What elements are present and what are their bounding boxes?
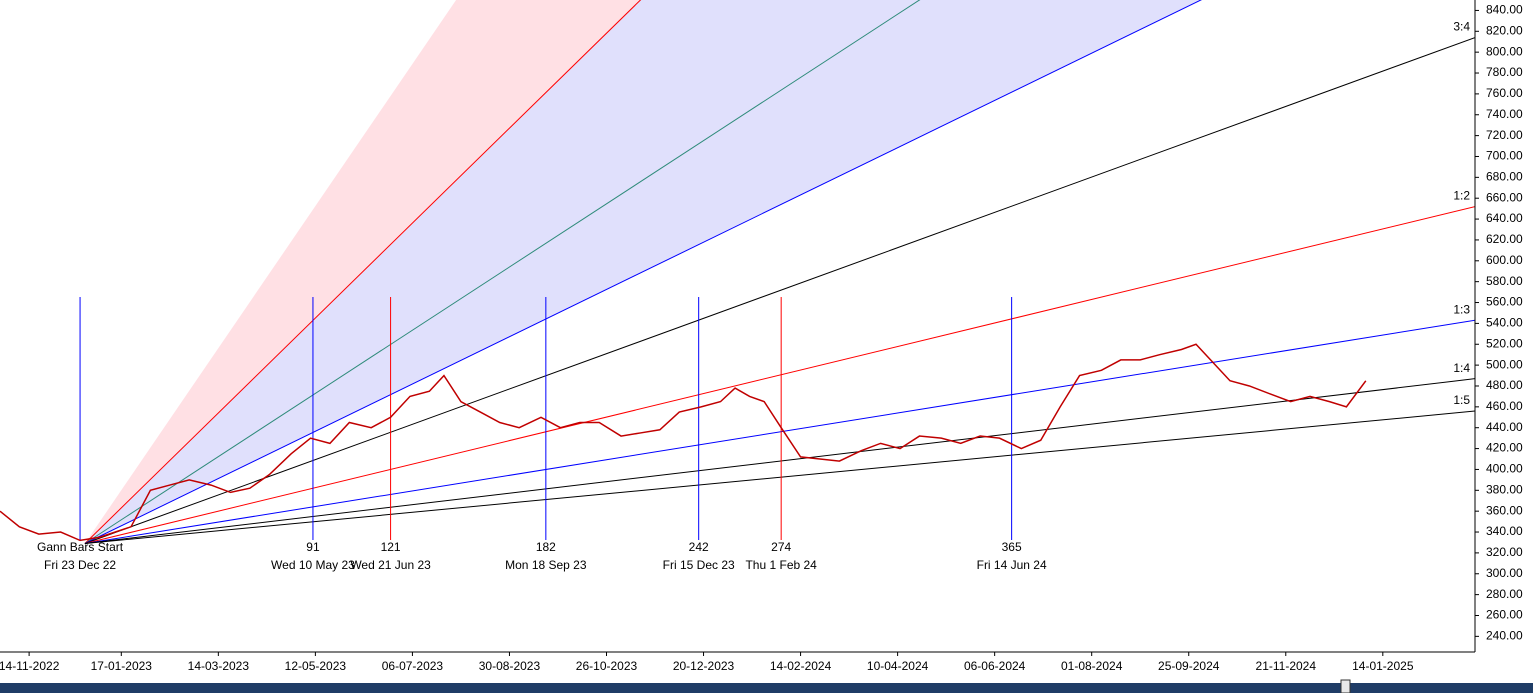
- x-tick-label: 25-09-2024: [1158, 659, 1220, 673]
- fan-label: 3:4: [1453, 20, 1470, 34]
- y-tick-label: 740.00: [1486, 107, 1523, 121]
- marker-label: 182: [536, 540, 556, 554]
- x-tick-label: 14-03-2023: [188, 659, 250, 673]
- y-tick-label: 640.00: [1486, 211, 1523, 225]
- marker-label: 365: [1002, 540, 1022, 554]
- y-tick-label: 280.00: [1486, 587, 1523, 601]
- y-tick-label: 840.00: [1486, 3, 1523, 17]
- fan-line: [84, 410, 1475, 545]
- x-tick-label: 30-08-2023: [479, 659, 541, 673]
- marker-label: 91: [306, 540, 320, 554]
- x-tick-label: 12-05-2023: [285, 659, 347, 673]
- fan-label: 1:3: [1453, 302, 1470, 316]
- fan-line: [84, 206, 1475, 544]
- y-tick-label: 820.00: [1486, 23, 1523, 37]
- marker-date: Thu 1 Feb 24: [745, 558, 817, 572]
- marker-label: 121: [381, 540, 401, 554]
- scroll-handle[interactable]: [1340, 679, 1351, 693]
- y-tick-label: 760.00: [1486, 86, 1523, 100]
- y-tick-label: 680.00: [1486, 170, 1523, 184]
- price-line: [0, 343, 1367, 542]
- y-tick-label: 560.00: [1486, 295, 1523, 309]
- y-tick-label: 700.00: [1486, 149, 1523, 163]
- y-tick-label: 400.00: [1486, 462, 1523, 476]
- x-tick-label: 20-12-2023: [673, 659, 735, 673]
- fan-label: 1:5: [1453, 393, 1470, 407]
- y-tick-label: 240.00: [1486, 629, 1523, 643]
- fan-label: 1:2: [1453, 189, 1470, 203]
- x-tick-label: 14-01-2025: [1352, 659, 1414, 673]
- x-tick-label: 26-10-2023: [576, 659, 638, 673]
- y-tick-label: 420.00: [1486, 441, 1523, 455]
- y-tick-label: 800.00: [1486, 44, 1523, 58]
- y-tick-label: 660.00: [1486, 190, 1523, 204]
- y-tick-label: 580.00: [1486, 274, 1523, 288]
- fan-line: [84, 0, 642, 544]
- marker-date: Fri 14 Jun 24: [977, 558, 1047, 572]
- y-tick-label: 440.00: [1486, 420, 1523, 434]
- y-tick-label: 500.00: [1486, 357, 1523, 371]
- x-tick-label: 14-02-2024: [770, 659, 832, 673]
- x-tick-label: 01-08-2024: [1061, 659, 1123, 673]
- marker-label: 274: [771, 540, 791, 554]
- x-tick-label: 17-01-2023: [91, 659, 153, 673]
- marker-label: 242: [689, 540, 709, 554]
- y-tick-label: 260.00: [1486, 608, 1523, 622]
- marker-label: Gann Bars Start: [37, 540, 124, 554]
- y-tick-label: 540.00: [1486, 316, 1523, 330]
- y-tick-label: 360.00: [1486, 503, 1523, 517]
- y-tick-label: 520.00: [1486, 336, 1523, 350]
- y-tick-label: 320.00: [1486, 545, 1523, 559]
- x-tick-label: 06-07-2023: [382, 659, 444, 673]
- x-tick-label: 21-11-2024: [1256, 659, 1317, 673]
- y-tick-label: 300.00: [1486, 566, 1523, 580]
- fan-label: 1:4: [1453, 361, 1470, 375]
- x-tick-label: 06-06-2024: [964, 659, 1026, 673]
- y-tick-label: 340.00: [1486, 524, 1523, 538]
- y-tick-label: 600.00: [1486, 253, 1523, 267]
- y-tick-label: 480.00: [1486, 378, 1523, 392]
- x-tick-label: 14-11-2022: [0, 659, 60, 673]
- y-tick-label: 780.00: [1486, 65, 1523, 79]
- fan-line: [84, 37, 1475, 544]
- fan-line: [84, 319, 1475, 545]
- fan-line: [84, 378, 1475, 545]
- marker-date: Mon 18 Sep 23: [505, 558, 587, 572]
- marker-date: Wed 21 Jun 23: [350, 558, 431, 572]
- marker-date: Fri 15 Dec 23: [663, 558, 735, 572]
- y-tick-label: 380.00: [1486, 482, 1523, 496]
- scrollbar[interactable]: [0, 683, 1533, 693]
- y-tick-label: 620.00: [1486, 232, 1523, 246]
- y-tick-label: 720.00: [1486, 128, 1523, 142]
- plot-area: [0, 0, 1475, 545]
- x-tick-label: 10-04-2024: [867, 659, 929, 673]
- marker-date: Wed 10 May 23: [271, 558, 355, 572]
- marker-date: Fri 23 Dec 22: [44, 558, 116, 572]
- y-tick-label: 460.00: [1486, 399, 1523, 413]
- fan-line: [84, 0, 921, 544]
- fan-line: [84, 0, 1203, 544]
